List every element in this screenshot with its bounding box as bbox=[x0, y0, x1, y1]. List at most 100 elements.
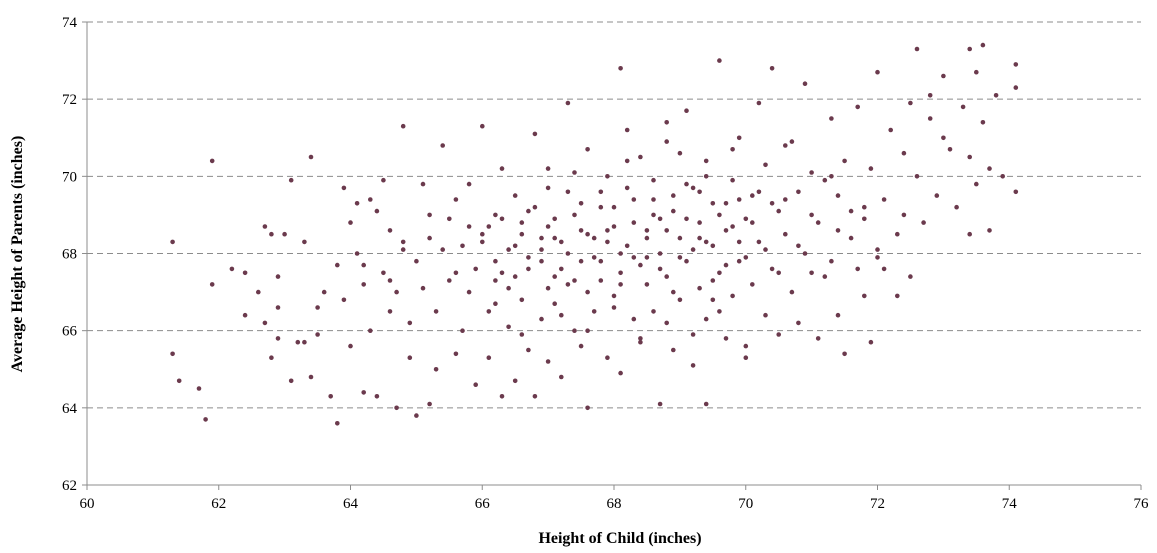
data-point bbox=[539, 258, 544, 264]
data-point bbox=[282, 231, 287, 237]
data-point bbox=[348, 343, 353, 349]
data-point bbox=[407, 355, 413, 361]
data-point bbox=[565, 282, 571, 287]
data-point bbox=[519, 297, 525, 303]
data-point bbox=[664, 228, 669, 233]
data-point bbox=[295, 339, 301, 345]
data-point bbox=[499, 166, 505, 171]
data-point bbox=[690, 363, 696, 368]
data-point bbox=[578, 343, 584, 349]
data-point bbox=[677, 150, 683, 156]
data-point bbox=[717, 212, 722, 218]
data-point bbox=[526, 208, 531, 214]
data-point bbox=[987, 228, 992, 233]
data-point bbox=[690, 247, 696, 252]
data-point bbox=[671, 347, 676, 353]
data-point bbox=[486, 224, 492, 229]
data-point bbox=[466, 289, 472, 295]
data-point bbox=[671, 289, 676, 295]
data-point bbox=[888, 127, 893, 133]
data-point bbox=[486, 309, 492, 314]
data-point bbox=[466, 224, 472, 229]
data-point bbox=[914, 174, 920, 179]
data-point bbox=[618, 66, 623, 71]
data-point bbox=[1000, 174, 1005, 179]
data-point bbox=[196, 386, 202, 391]
data-point bbox=[565, 251, 571, 256]
data-point bbox=[493, 301, 498, 307]
data-point bbox=[684, 181, 689, 187]
data-point bbox=[651, 197, 656, 202]
data-point bbox=[480, 123, 485, 129]
data-point bbox=[354, 251, 360, 256]
data-point bbox=[980, 120, 986, 125]
data-point bbox=[624, 158, 630, 164]
data-point bbox=[703, 316, 709, 322]
data-point bbox=[677, 235, 683, 241]
data-point bbox=[769, 201, 775, 206]
data-point bbox=[348, 220, 353, 225]
data-point bbox=[624, 185, 630, 191]
data-point bbox=[387, 228, 393, 233]
data-point bbox=[526, 266, 531, 272]
data-point bbox=[427, 401, 432, 407]
y-tick-label: 74 bbox=[62, 15, 78, 31]
data-point bbox=[209, 282, 215, 287]
data-point bbox=[506, 247, 511, 252]
data-point bbox=[802, 251, 808, 256]
data-point bbox=[684, 258, 689, 264]
data-point bbox=[730, 293, 735, 299]
data-point bbox=[710, 201, 716, 206]
data-point bbox=[598, 258, 604, 264]
data-point bbox=[341, 185, 347, 191]
data-point bbox=[493, 278, 498, 283]
data-point bbox=[723, 201, 729, 206]
data-point bbox=[539, 247, 544, 252]
data-point bbox=[1013, 189, 1019, 195]
data-point bbox=[723, 262, 729, 268]
data-point bbox=[335, 421, 340, 426]
data-point bbox=[559, 239, 564, 245]
data-point bbox=[875, 247, 880, 252]
data-point bbox=[552, 274, 557, 279]
data-point bbox=[453, 197, 459, 202]
data-point bbox=[255, 289, 261, 295]
x-tick-label: 76 bbox=[1134, 496, 1150, 512]
data-point bbox=[585, 231, 590, 237]
data-point bbox=[908, 100, 913, 106]
data-point bbox=[730, 177, 735, 183]
data-point bbox=[242, 270, 248, 276]
x-tick-label: 74 bbox=[1002, 496, 1018, 512]
data-point bbox=[651, 309, 656, 314]
data-point bbox=[387, 278, 393, 283]
data-point bbox=[605, 239, 610, 245]
data-point bbox=[559, 312, 564, 318]
data-point bbox=[559, 266, 564, 272]
data-point bbox=[269, 231, 274, 237]
data-point bbox=[335, 262, 340, 268]
data-point bbox=[789, 289, 795, 295]
data-point bbox=[756, 239, 762, 245]
data-point bbox=[565, 189, 571, 195]
x-tick-label: 72 bbox=[870, 496, 885, 512]
data-point bbox=[638, 154, 643, 160]
data-point bbox=[381, 270, 386, 276]
data-point bbox=[552, 301, 557, 307]
data-point bbox=[308, 374, 314, 380]
data-point bbox=[341, 297, 347, 303]
data-point bbox=[512, 243, 518, 249]
data-point bbox=[611, 305, 617, 310]
data-point bbox=[835, 228, 841, 233]
data-point bbox=[960, 104, 966, 110]
data-point bbox=[354, 201, 360, 206]
data-point bbox=[644, 235, 650, 241]
data-point bbox=[427, 235, 432, 241]
data-point bbox=[519, 231, 525, 237]
data-point bbox=[368, 328, 373, 334]
data-point bbox=[657, 216, 663, 222]
data-point bbox=[631, 316, 637, 322]
data-point bbox=[288, 378, 294, 384]
data-point bbox=[572, 212, 577, 218]
data-point bbox=[710, 297, 716, 303]
data-point bbox=[895, 293, 900, 299]
